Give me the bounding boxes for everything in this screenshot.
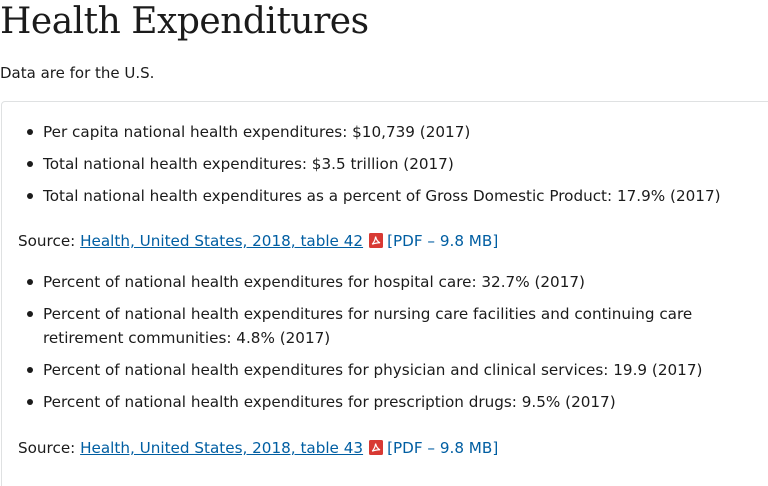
source-line: Source: Health, United States, 2018, tab… (18, 436, 498, 460)
source-line: Source: Health, United States, 2018, tab… (18, 229, 498, 253)
source-link-table-43[interactable]: Health, United States, 2018, table 43 (80, 439, 364, 457)
pdf-file-icon (369, 438, 384, 455)
list-item: Per capita national health expenditures:… (0, 120, 760, 144)
source-label: Source: (18, 232, 76, 250)
list-item: Percent of national health expenditures … (0, 270, 760, 294)
list-item: Percent of national health expenditures … (0, 390, 760, 414)
list-item: Percent of national health expenditures … (0, 302, 760, 350)
expenditure-share-list: Percent of national health expenditures … (0, 270, 760, 422)
list-item: Percent of national health expenditures … (0, 358, 760, 382)
pdf-size-note: [PDF – 9.8 MB] (387, 232, 499, 250)
page-title: Health Expenditures (0, 1, 369, 42)
page-subtitle: Data are for the U.S. (0, 64, 155, 82)
source-label: Source: (18, 439, 76, 457)
expenditure-list: Per capita national health expenditures:… (0, 120, 760, 216)
list-item: Total national health expenditures as a … (0, 184, 760, 208)
pdf-size-note: [PDF – 9.8 MB] (387, 439, 499, 457)
pdf-file-icon (369, 231, 384, 248)
source-link-table-42[interactable]: Health, United States, 2018, table 42 (80, 232, 364, 250)
list-item: Total national health expenditures: $3.5… (0, 152, 760, 176)
stats-card (1, 101, 768, 486)
